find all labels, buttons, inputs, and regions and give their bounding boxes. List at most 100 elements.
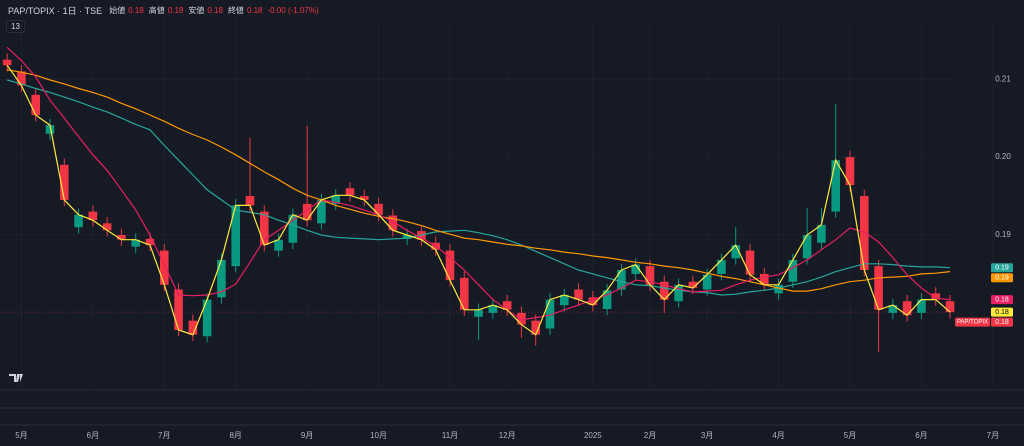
header: PAP/TOPIX · 1日 · TSE 始値 0.18 高値 0.18 安値 0.18 終… xyxy=(8,4,319,17)
x-tick-label: 12月 xyxy=(499,431,516,440)
candle-body xyxy=(217,259,226,298)
candle-body xyxy=(531,320,540,335)
candle-body xyxy=(817,224,826,243)
candle-body xyxy=(260,211,269,246)
candle-body xyxy=(560,294,569,306)
candle-body xyxy=(902,301,912,316)
candle-body xyxy=(402,234,412,239)
candle-body xyxy=(345,188,355,196)
candle-body xyxy=(231,205,240,267)
candle-body xyxy=(202,299,212,337)
moving-average-line xyxy=(6,79,951,296)
ohlc-value: 0.18 xyxy=(207,6,223,15)
candle-body xyxy=(460,277,469,310)
candle-body xyxy=(374,203,383,215)
indicator-toggle[interactable]: 13 xyxy=(6,20,25,33)
price-change: -0.00 (-1.07%) xyxy=(267,6,319,15)
price-tag-label: 0.18 xyxy=(995,319,1009,326)
ohlc-value: 0.18 xyxy=(128,6,144,15)
candle-body xyxy=(931,293,940,300)
candle-body xyxy=(545,299,555,329)
candle-body xyxy=(474,309,483,317)
x-tick-label: 2月 xyxy=(644,431,656,440)
candle-body xyxy=(802,234,812,259)
x-tick-label: 4月 xyxy=(772,431,784,440)
y-tick-label: 0.20 xyxy=(995,152,1011,161)
ohlc-label: 安値 xyxy=(188,6,205,15)
candle-body xyxy=(517,312,526,325)
candle-body xyxy=(617,270,626,290)
symbol-title: PAP/TOPIX · 1日 · TSE xyxy=(8,6,103,16)
price-tag xyxy=(991,295,1013,305)
candle-body xyxy=(288,214,298,243)
x-tick-label: 7月 xyxy=(158,431,170,440)
candle-body xyxy=(174,289,183,331)
candle-body xyxy=(874,266,883,310)
moving-average-line xyxy=(6,46,951,321)
ohlc-value: 0.18 xyxy=(246,6,263,15)
price-tag xyxy=(991,317,1013,327)
price-tag xyxy=(991,273,1013,283)
x-tick-label: 2025 xyxy=(584,431,602,440)
y-tick-label: 0.21 xyxy=(995,74,1011,83)
candle-body xyxy=(488,305,498,313)
candle-body xyxy=(88,211,98,221)
x-tick-label: 6月 xyxy=(915,431,927,440)
candle-body xyxy=(2,59,12,66)
y-tick-label: 0.19 xyxy=(995,230,1011,239)
candle-body xyxy=(160,250,169,285)
candle-body xyxy=(917,299,926,313)
candle-body xyxy=(945,301,955,313)
candle-body xyxy=(645,266,655,285)
ohlc-label: 始値 xyxy=(109,6,126,15)
candle-body xyxy=(774,284,783,294)
symbol-tag xyxy=(955,317,990,327)
ohlc-label: 終値 xyxy=(227,6,244,15)
x-tick-label: 9月 xyxy=(301,431,313,440)
price-tag-label: 0.18 xyxy=(995,296,1009,303)
price-tag-label: 0.18 xyxy=(995,309,1009,316)
tv-logo xyxy=(9,374,23,382)
ohlc-value: 0.18 xyxy=(167,6,184,15)
x-tick-label: 5月 xyxy=(15,431,27,440)
price-tag-label: 0.19 xyxy=(995,265,1009,272)
candle-body xyxy=(17,71,26,86)
candle-body xyxy=(674,284,683,302)
candle-body xyxy=(31,94,40,116)
candle-body xyxy=(717,259,726,274)
candle-body xyxy=(788,259,798,282)
candle-body xyxy=(860,196,869,271)
candle-body xyxy=(745,250,755,275)
candle-body xyxy=(845,157,855,186)
candle-body xyxy=(74,214,83,228)
price-tag xyxy=(991,263,1013,273)
candle-body xyxy=(302,203,312,221)
candle-body xyxy=(831,160,840,212)
candle-body xyxy=(688,281,698,288)
candle-body xyxy=(502,301,512,310)
indicator-count: 13 xyxy=(11,22,20,31)
candle-body xyxy=(574,289,583,300)
candle-body xyxy=(117,234,126,240)
candle-body xyxy=(317,199,326,224)
candle-body xyxy=(360,196,369,200)
x-tick-label: 8月 xyxy=(229,431,241,440)
candle-body xyxy=(145,238,155,246)
candle-body xyxy=(445,250,455,281)
candle-body xyxy=(245,196,255,206)
x-tick-label: 5月 xyxy=(844,431,856,440)
x-tick-label: 6月 xyxy=(87,431,99,440)
candle-body xyxy=(760,273,769,285)
x-tick-label: 10月 xyxy=(370,431,387,440)
x-tick-label: 7月 xyxy=(987,431,999,440)
candle-body xyxy=(274,239,283,251)
candle-body xyxy=(102,223,112,231)
candle-body xyxy=(131,239,140,247)
candle-body xyxy=(588,297,598,306)
moving-average-line xyxy=(6,64,951,336)
candle-body xyxy=(60,164,69,200)
candle-body xyxy=(731,245,740,259)
